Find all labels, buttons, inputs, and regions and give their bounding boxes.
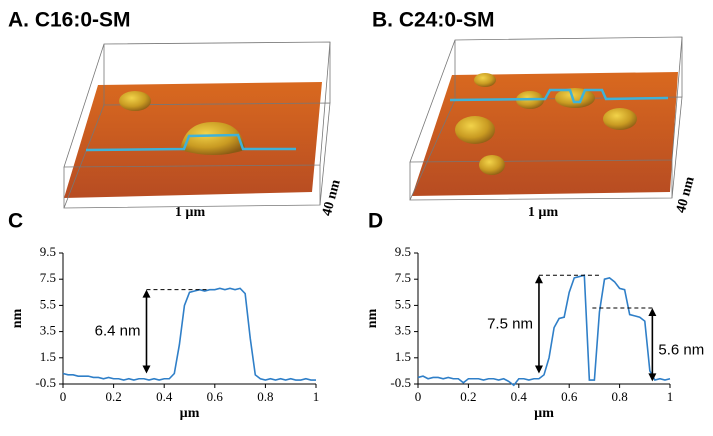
x-axis-label: µm [180,406,200,421]
x-axis-label: µm [534,406,554,421]
x-tick-label: 0.6 [561,389,578,404]
x-tick-label: 0.4 [156,389,173,404]
afm-image-b: B. C24:0-SM 1 µm 40 nm [372,9,698,221]
y-axis-label: nm [10,308,25,328]
profile-line [62,287,316,381]
scale-x: 1 µm [175,205,206,220]
profile-line [85,133,296,152]
x-tick-label: 1 [313,389,320,404]
profile-line [449,88,669,104]
y-tick-label: -0.5 [35,375,56,390]
x-tick-label: 1 [667,389,674,404]
scale-x: 1 µm [528,205,559,220]
x-tick-label: 0.8 [611,389,627,404]
arrow-head [648,308,657,382]
box [63,41,331,209]
y-tick-label: 9.5 [40,244,56,259]
scale-z: 40 nm [320,178,344,218]
panel-label: C [8,210,23,233]
x-tick-label: 0.6 [207,389,224,404]
x-tick-label: 0 [415,389,422,404]
afm-image-a: A. C16:0-SM 1 µm 40 nm [8,9,344,221]
y-tick-label: 5.5 [395,296,411,311]
y-tick-label: -0.5 [390,375,411,390]
y-tick-label: 3.5 [395,323,411,338]
y-tick-label: 5.5 [40,296,56,311]
y-tick-label: 7.5 [395,270,411,285]
x-tick-label: 0.2 [105,389,121,404]
height-label: 5.6 nm [658,342,704,359]
y-tick-label: 9.5 [395,244,411,259]
y-tick-label: 1.5 [395,349,411,364]
y-tick-label: 7.5 [40,270,56,285]
x-tick-label: 0 [60,389,67,404]
height-label: 7.5 nm [487,315,533,332]
domain [119,91,151,111]
domain [603,108,637,130]
y-axis-label: nm [365,308,380,328]
domain [180,122,245,155]
height-label: 6.4 nm [95,323,141,340]
profile-line [417,274,671,387]
domain [474,73,496,87]
panel-title: B. C24:0-SM [372,9,495,32]
domain [455,116,495,144]
panel-label: D [368,210,383,233]
surface [412,72,678,196]
x-tick-label: 0.8 [257,389,273,404]
y-tick-label: 3.5 [40,323,56,338]
x-tick-label: 0.4 [511,389,528,404]
scale-z: 40 nm [674,175,698,215]
domain [479,155,505,175]
y-tick-label: 1.5 [40,349,56,364]
panel-title: A. C16:0-SM [8,9,131,32]
x-tick-label: 0.2 [460,389,476,404]
